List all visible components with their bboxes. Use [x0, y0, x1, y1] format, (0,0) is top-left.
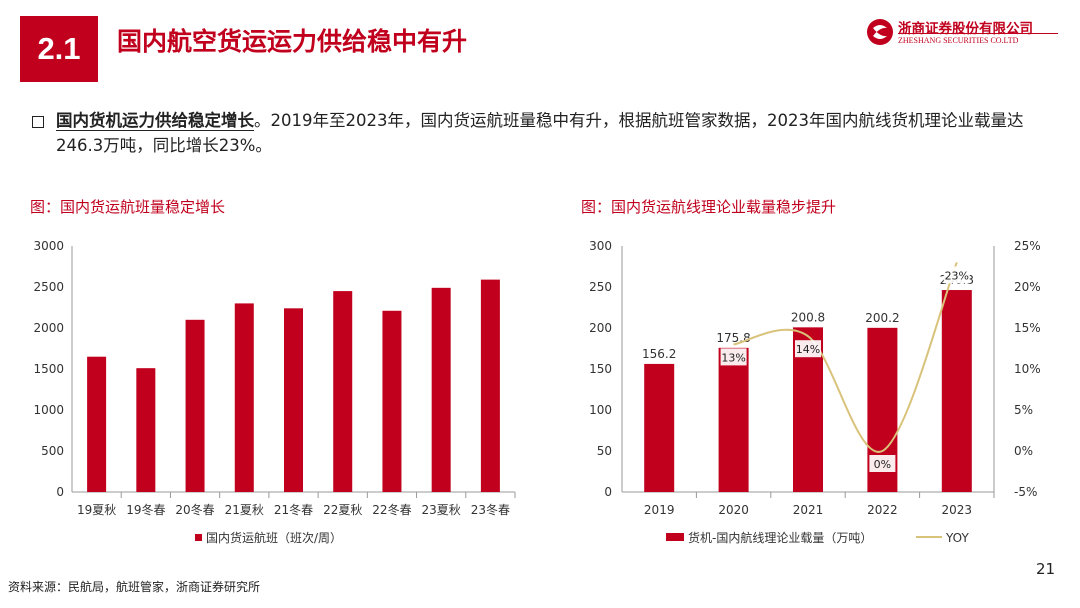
legend-label-bar: 货机-国内航线理论业载量（万吨） — [688, 530, 872, 545]
bar-value-label: 200.2 — [865, 311, 899, 325]
legend-swatch — [195, 534, 202, 541]
y-tick-label: 150 — [589, 362, 612, 376]
y-tick-label: 300 — [589, 239, 612, 253]
yoy-value-label: 14% — [796, 343, 820, 356]
x-tick-label: 2023 — [942, 503, 973, 517]
y2-tick-label: 5% — [1014, 403, 1033, 417]
y2-tick-label: -5% — [1014, 485, 1037, 499]
y-tick-label: 250 — [589, 280, 612, 294]
bar — [382, 310, 402, 492]
yoy-label-box — [869, 455, 896, 472]
bar — [431, 287, 451, 492]
yoy-label-box — [720, 348, 747, 366]
y-tick-label: 50 — [597, 444, 612, 458]
logo-cn: 浙商证券股份有限公司 — [898, 21, 1033, 37]
y-tick-label: 1000 — [33, 403, 64, 417]
right-chart-title: 图：国内货运航线理论业载量稳步提升 — [581, 198, 837, 216]
x-tick-label: 2019 — [644, 503, 675, 517]
bullet-paragraph: 国内货机运力供给稳定增长。2019年至2023年，国内货运航班量稳中有升，根据航… — [56, 108, 1036, 158]
x-tick-label: 2021 — [793, 503, 824, 517]
y-tick-label: 0 — [56, 485, 64, 499]
page-title: 国内航空货运运力供给稳中有升 — [117, 27, 468, 56]
bar — [644, 363, 675, 492]
page-number: 21 — [1036, 560, 1056, 578]
bar — [284, 308, 303, 492]
bar — [87, 356, 107, 492]
bullet-body-text: 。2019年至2023年，国内货运航班量稳中有升，根据航班管家数据，2023年国… — [56, 111, 1024, 155]
bar — [136, 368, 156, 492]
bullet-bold-text: 国内货机运力供给稳定增长 — [56, 111, 254, 131]
y-tick-label: 500 — [41, 444, 64, 458]
bar-value-label: 200.8 — [791, 310, 825, 324]
x-tick-label: 22冬春 — [372, 502, 411, 517]
bar — [941, 290, 972, 492]
y-tick-label: 1500 — [33, 362, 64, 376]
y2-tick-label: 10% — [1014, 362, 1041, 376]
yoy-value-label: 0% — [874, 458, 891, 471]
x-tick-label: 23夏秋 — [422, 503, 461, 517]
y-tick-label: 100 — [589, 403, 612, 417]
x-tick-label: 21冬春 — [274, 502, 313, 517]
company-logo: 浙商证券股份有限公司 ZHESHANG SECURITIES CO.LTD — [866, 16, 1066, 52]
y-tick-label: 3000 — [33, 239, 64, 253]
x-tick-label: 2022 — [867, 503, 898, 517]
yoy-value-label: 13% — [721, 351, 745, 364]
yoy-line — [733, 262, 958, 453]
y2-tick-label: 0% — [1014, 444, 1033, 458]
x-tick-label: 22夏秋 — [323, 503, 362, 517]
x-tick-label: 2020 — [718, 503, 749, 517]
y2-tick-label: 25% — [1014, 239, 1041, 253]
bar-value-label: 175.8 — [716, 331, 750, 345]
left-chart-title: 图：国内货运航班量稳定增长 — [30, 198, 226, 216]
y-tick-label: 2000 — [33, 321, 64, 335]
y-tick-label: 0 — [604, 485, 612, 499]
y2-tick-label: 20% — [1014, 280, 1041, 294]
bar — [718, 347, 749, 492]
x-tick-label: 20冬春 — [175, 502, 214, 517]
bar — [480, 279, 500, 492]
x-tick-label: 19夏秋 — [77, 503, 116, 517]
flights-bar-chart: 0 500 1000 1500 2000 2500 3000 19夏秋 19冬春 20冬春 21夏秋… — [33, 239, 516, 545]
capacity-combo-chart: 0 50 100 150 200 250 300 -5% 0% 5% 10% 15% 20% 25% 156… — [589, 239, 1041, 545]
yoy-value-label: 23% — [945, 269, 969, 282]
source-note: 资料来源：民航局，航班管家，浙商证券研究所 — [8, 580, 261, 594]
logo-mark-icon — [867, 19, 893, 45]
bar — [333, 291, 353, 492]
y2-tick-label: 15% — [1014, 321, 1041, 335]
section-number-badge: 2.1 — [20, 16, 98, 82]
legend-label-line: YOY — [945, 531, 969, 545]
x-tick-label: 19冬春 — [126, 502, 165, 517]
x-tick-label: 21夏秋 — [225, 503, 264, 517]
logo-divider — [898, 33, 1058, 34]
bar-value-label: 156.2 — [642, 347, 676, 361]
bar — [185, 319, 205, 492]
legend-label: 国内货运航班（班次/周） — [206, 530, 342, 545]
y-tick-label: 200 — [589, 321, 612, 335]
logo-en: ZHESHANG SECURITIES CO.LTD — [898, 36, 1019, 45]
yoy-label-box — [795, 340, 821, 358]
y-tick-label: 2500 — [33, 280, 64, 294]
legend-swatch-bar — [666, 533, 684, 541]
bar — [234, 303, 254, 492]
x-tick-label: 23冬春 — [471, 502, 510, 517]
yoy-label-box — [943, 266, 970, 284]
bullet-square-icon — [32, 116, 44, 128]
